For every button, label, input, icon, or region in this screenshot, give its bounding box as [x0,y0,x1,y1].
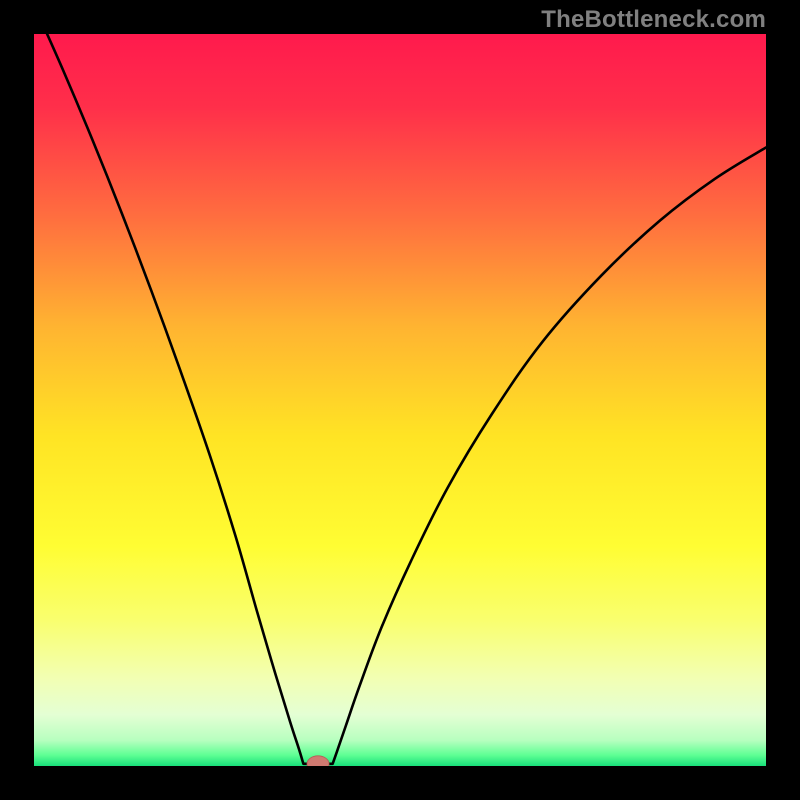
watermark-text: TheBottleneck.com [541,6,766,34]
chart-svg [0,0,800,800]
plot-background [34,34,766,766]
chart-root: TheBottleneck.com [0,0,800,800]
